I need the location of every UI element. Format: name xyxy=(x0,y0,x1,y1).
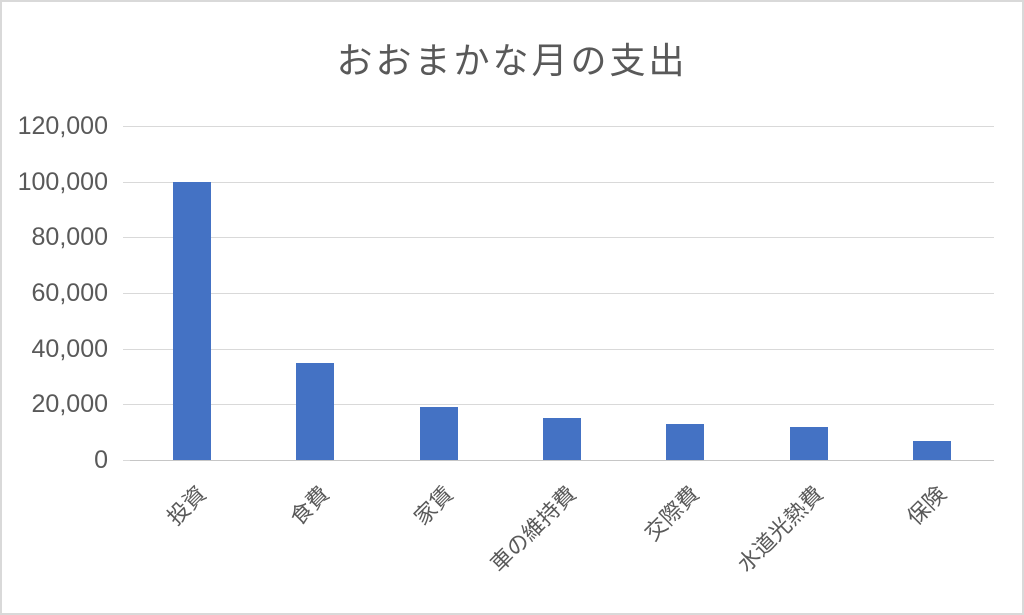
bar-水道光熱費 xyxy=(789,426,828,460)
gridline xyxy=(130,348,994,350)
y-tick-label: 20,000 xyxy=(31,390,108,419)
y-tick-label: 80,000 xyxy=(31,223,108,252)
y-tick-mark xyxy=(123,126,130,127)
gridline xyxy=(130,126,994,127)
bar-家賃 xyxy=(419,407,458,460)
x-tick-label: 投資 xyxy=(161,481,211,531)
bar-車の維持費 xyxy=(543,418,581,460)
x-tick-label: 交際費 xyxy=(640,481,705,546)
y-tick-label: 100,000 xyxy=(17,167,108,196)
chart-title: おおまかな月の支出 xyxy=(336,40,688,81)
y-tick-label: 120,000 xyxy=(17,112,108,140)
y-tick-label: 0 xyxy=(94,446,108,474)
y-tick-mark xyxy=(123,460,130,461)
bar-投資 xyxy=(172,181,211,460)
x-tick-label: 家賃 xyxy=(408,481,458,531)
y-tick-label: 60,000 xyxy=(31,279,108,307)
gridline xyxy=(130,404,994,406)
gridline xyxy=(130,181,994,183)
y-tick-mark xyxy=(123,181,130,183)
y-tick-mark xyxy=(123,404,130,406)
bar-保険 xyxy=(913,440,952,460)
bar-食費 xyxy=(296,362,335,460)
x-tick-label: 水道光熱費 xyxy=(732,481,828,577)
x-tick-label: 保険 xyxy=(902,481,952,531)
plot-area xyxy=(130,126,994,461)
x-axis-line xyxy=(130,460,994,461)
x-tick-label: 車の維持費 xyxy=(485,481,581,577)
gridline xyxy=(130,237,994,239)
bar-交際費 xyxy=(666,423,705,460)
y-tick-label: 40,000 xyxy=(31,334,108,363)
y-tick-mark xyxy=(123,237,130,239)
y-tick-mark xyxy=(123,348,130,350)
y-tick-mark xyxy=(123,293,130,294)
gridline xyxy=(130,293,994,294)
x-tick-label: 食費 xyxy=(285,481,335,531)
